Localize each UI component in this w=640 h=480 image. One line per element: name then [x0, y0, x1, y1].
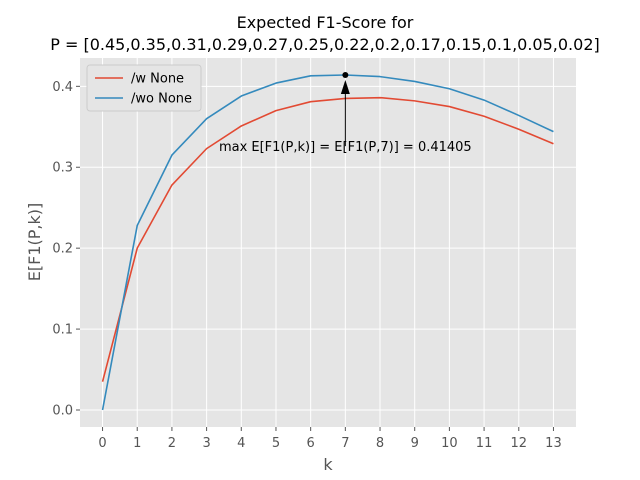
series-line-1 [101, 74, 554, 411]
x-tick-label-13: 13 [545, 436, 562, 451]
y-ticks: 0.0 0.1 0.2 0.3 0.4 [52, 80, 80, 419]
series-lines [101, 74, 554, 411]
x-tick-label-0: 0 [98, 436, 106, 451]
y-tick-label-2: 0.2 [52, 242, 73, 257]
x-tick-label-5: 5 [272, 436, 280, 451]
annotation: max E[F1(P,k)] = E[F1(P,7)] = 0.41405 [219, 71, 472, 155]
x-tick-label-12: 12 [510, 436, 527, 451]
x-ticks: 0 1 2 3 4 5 6 7 8 9 10 11 12 13 [98, 427, 562, 451]
x-tick-label-2: 2 [168, 436, 176, 451]
annotation-label: max E[F1(P,k)] = E[F1(P,7)] = 0.41405 [219, 140, 472, 155]
annotation-max-point [342, 71, 349, 78]
x-tick-label-8: 8 [376, 436, 384, 451]
x-tick-label-3: 3 [202, 436, 210, 451]
grid [80, 58, 576, 427]
x-tick-label-6: 6 [307, 436, 315, 451]
y-tick-label-1: 0.1 [52, 323, 73, 338]
y-tick-label-4: 0.4 [52, 80, 73, 95]
legend-box [86, 64, 202, 112]
x-tick-label-1: 1 [133, 436, 141, 451]
legend: /w None/wo None [86, 64, 202, 112]
plot-area [80, 58, 576, 427]
legend-label-1: /wo None [131, 92, 192, 107]
x-tick-label-4: 4 [237, 436, 245, 451]
x-tick-label-10: 10 [441, 436, 458, 451]
x-tick-label-7: 7 [341, 436, 349, 451]
series-line-0 [101, 96, 554, 382]
annotation-arrow-head [340, 79, 350, 94]
chart-title-line-1: Expected F1-Score for [237, 13, 414, 32]
x-axis-label: k [323, 455, 333, 474]
x-tick-label-9: 9 [411, 436, 419, 451]
y-tick-label-0: 0.0 [52, 404, 73, 419]
chart-title-line-2: P = [0.45,0.35,0.31,0.29,0.27,0.25,0.22,… [50, 35, 600, 54]
legend-label-0: /w None [131, 72, 184, 87]
y-axis-label: E[F1(P,k)] [25, 203, 44, 281]
y-tick-label-3: 0.3 [52, 161, 73, 176]
x-tick-label-11: 11 [476, 436, 493, 451]
